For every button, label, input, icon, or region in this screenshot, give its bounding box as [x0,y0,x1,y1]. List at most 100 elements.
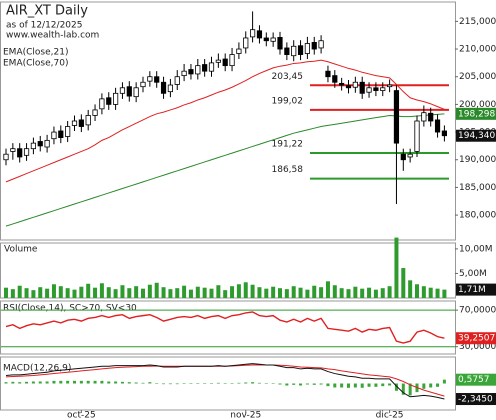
histogram-bar [374,383,378,387]
candle-body [400,153,406,161]
histogram-bar [299,383,303,386]
candle-body [277,37,283,50]
volume-bar [278,288,282,298]
candle-body [304,43,311,54]
histogram-bar [93,380,97,384]
histogram-bar [100,380,104,384]
candle-body [71,120,78,126]
candle-body [414,120,420,152]
candle-body [318,40,324,49]
volume-bar [58,286,63,298]
volume-bar [230,286,235,298]
volume-bar [31,290,36,298]
volume-bar [51,284,56,298]
y-tick-label: 180,000 [459,211,496,221]
volume-bar [428,287,433,298]
histogram-bar [162,383,166,385]
volume-bar [38,287,43,298]
histogram-bar [422,383,426,389]
y-tick-label: 30,0000 [459,342,496,352]
candle-body [311,42,317,50]
volume-bar [319,287,324,298]
panel-frame [0,300,456,355]
histogram-bar [271,383,275,384]
histogram-bar [38,381,42,384]
histogram-bar [127,382,131,384]
volume-bar [209,288,214,298]
candle-body [222,58,228,67]
candle-body [174,76,180,85]
volume-bar [380,288,385,298]
histogram-bar [436,383,440,387]
volume-bar [401,268,406,298]
volume-bar [442,289,447,298]
macd-line [5,363,445,400]
candle-body [202,64,208,72]
candle-body [78,119,84,127]
x-tick-label: oct-25 [67,411,96,420]
histogram-bar [31,381,35,384]
legend-entry: EMA(Close,70) [3,59,68,69]
histogram-bar [168,383,172,385]
value-tag-label: -2,3450 [458,395,493,405]
volume-bar [387,286,392,298]
candle-body [366,87,372,93]
histogram-bar [114,381,118,384]
value-tag-label: 0,5757 [458,375,490,385]
panel-frame [0,356,456,411]
histogram-bar [203,383,207,384]
histogram-bar [305,383,309,385]
histogram-bar [52,380,56,384]
volume-bar [415,284,419,298]
histogram-bar [360,383,364,388]
volume-bar [325,281,330,298]
candle-body [208,62,215,72]
volume-bar [305,289,310,298]
volume-bar [195,286,200,298]
value-tag [456,283,496,296]
value-tag-label: 198,298 [458,109,495,119]
candle-body [17,148,23,158]
histogram-bar [155,383,159,384]
candle-body [147,76,153,82]
candle-body [30,142,37,150]
histogram-bar [134,382,138,384]
histogram-bar [251,382,255,384]
candle-body [154,76,160,83]
candle-body [434,119,441,133]
volume-bar [360,288,365,298]
candle-body [243,37,249,49]
candle-body [65,126,71,137]
histogram-bar [429,383,433,388]
volume-bar [298,287,303,298]
histogram-bar [408,383,412,396]
y-tick-label: 70,0000 [459,306,496,316]
histogram-bar [326,383,330,387]
volume-bar [154,282,159,298]
source: www.wealth-lab.com [6,31,99,41]
value-tag [456,393,496,406]
histogram-bar [148,382,152,384]
candle-body [140,81,146,88]
volume-bar [202,287,207,298]
histogram-bar [442,379,446,384]
rsi-line [5,311,445,344]
candle-body [195,65,201,75]
candle-body [229,54,235,67]
histogram-bar [45,381,49,384]
panel-frame [0,242,456,299]
candle-body [256,30,263,39]
volume-bar [435,288,440,298]
volume-bar [216,285,221,298]
histogram-bar [86,380,90,384]
histogram-bar [257,382,261,384]
candle-body [160,81,167,94]
candle-body [10,148,16,152]
volume-bar [339,288,344,298]
panel-title: Volume [4,245,38,255]
volume-bar [86,283,91,298]
candle-body [386,84,393,88]
histogram-bar [388,383,392,386]
